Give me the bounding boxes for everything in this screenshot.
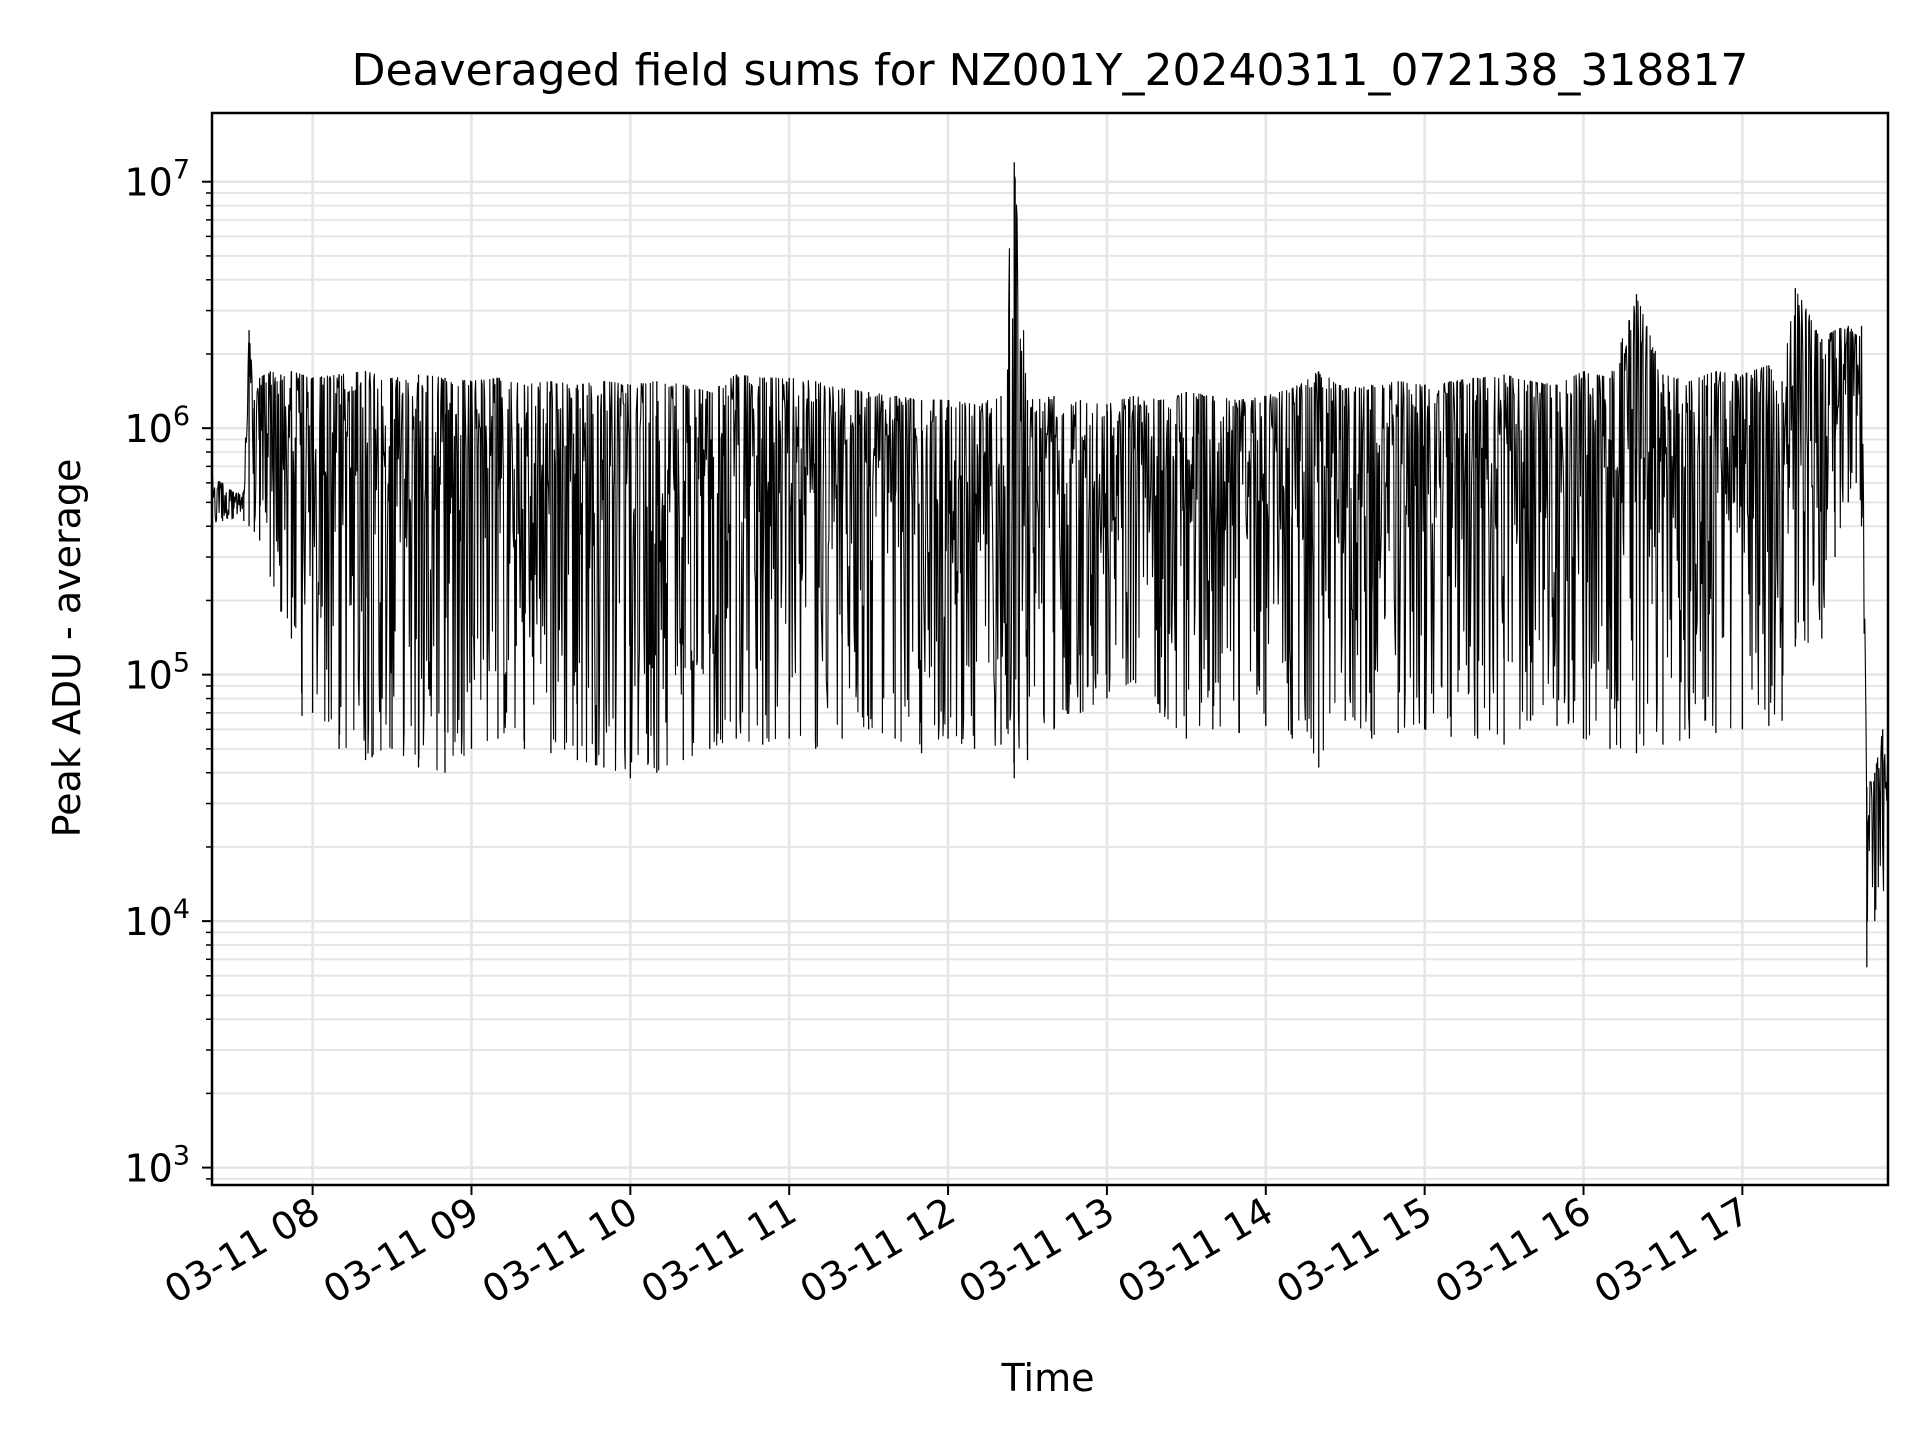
plot-frame	[210, 111, 1890, 1187]
y-tick-label: 105	[124, 648, 190, 698]
x-axis-label: Time	[1001, 1356, 1095, 1400]
chart-title: Deaveraged field sums for NZ001Y_2024031…	[352, 45, 1749, 96]
y-tick-label: 107	[124, 155, 190, 205]
y-tick-label: 103	[124, 1141, 190, 1191]
y-tick-label: 104	[124, 894, 190, 944]
y-axis-label: Peak ADU - average	[45, 459, 89, 838]
y-tick-label: 106	[124, 401, 190, 451]
series-line	[211, 175, 1889, 922]
